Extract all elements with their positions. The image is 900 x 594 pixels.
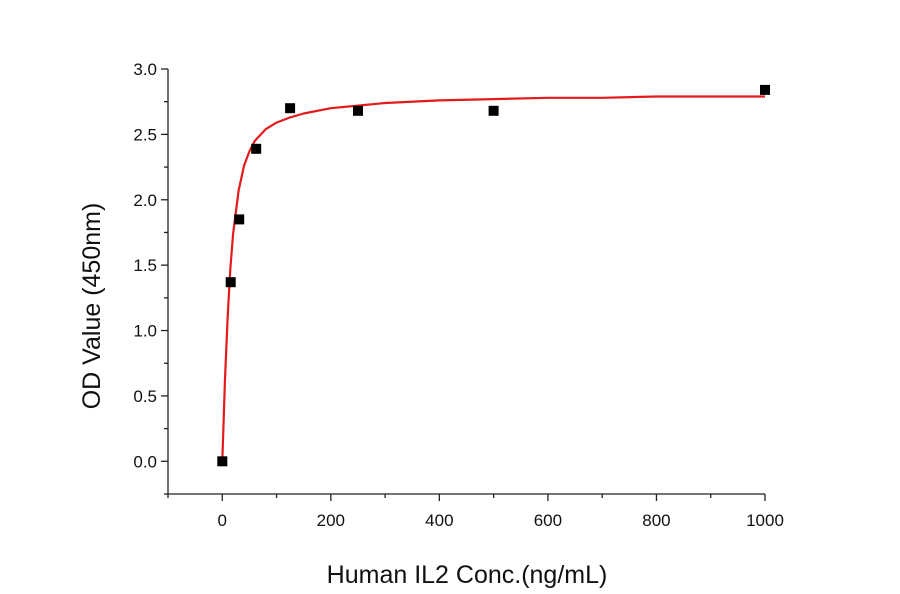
x-tick-label: 400 xyxy=(425,511,453,530)
data-point-marker xyxy=(488,105,499,116)
axes: 0.0 0.5 1.0 1.5 2.0 2.5 3.0 0 200 400 600 800 1000 xyxy=(133,60,784,530)
x-tick-label: 600 xyxy=(534,511,562,530)
y-tick-label: 3.0 xyxy=(133,60,157,79)
y-tick-label: 0.5 xyxy=(133,387,157,406)
x-axis-title: Human IL2 Conc.(ng/mL) xyxy=(327,561,608,589)
points-layer xyxy=(217,84,770,467)
data-point-marker xyxy=(225,277,236,288)
fit-curve-line xyxy=(221,95,765,462)
data-point-marker xyxy=(760,84,770,95)
y-tick-label: 2.5 xyxy=(133,125,157,144)
x-tick-label: 1000 xyxy=(746,511,784,530)
y-tick-label: 1.0 xyxy=(133,322,157,341)
x-tick-label: 800 xyxy=(642,511,670,530)
x-tick-label: 200 xyxy=(317,511,345,530)
y-tick-label: 2.0 xyxy=(133,191,157,210)
y-tick-label: 0.0 xyxy=(133,452,157,471)
y-axis-title: OD Value (450nm) xyxy=(78,203,106,410)
fit-line-layer xyxy=(221,95,765,462)
data-point-marker xyxy=(251,143,262,154)
data-point-marker xyxy=(353,105,363,116)
data-point-marker xyxy=(285,103,296,114)
data-point-marker xyxy=(217,456,228,467)
x-tick-label: 0 xyxy=(218,511,227,530)
y-tick-label: 1.5 xyxy=(133,256,157,275)
data-point-marker xyxy=(234,214,245,225)
